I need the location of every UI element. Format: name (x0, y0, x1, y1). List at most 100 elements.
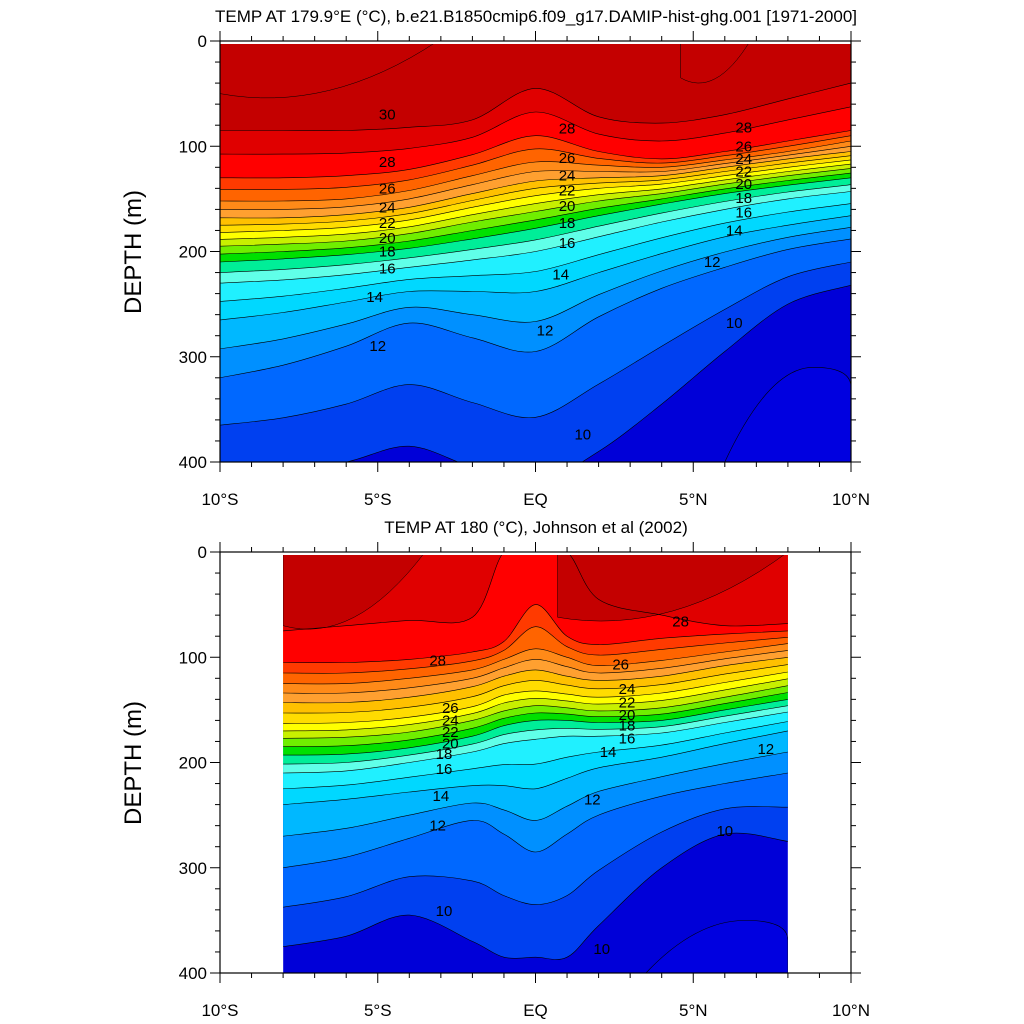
isotherm-23 (220, 155, 851, 226)
contour-label-22: 22 (735, 164, 752, 181)
y-tick-label: 300 (179, 859, 207, 878)
isotherm-22 (283, 671, 788, 724)
contour-label-20: 20 (619, 707, 636, 724)
warm-pool-1 (557, 555, 785, 622)
isotherm-15 (283, 721, 788, 790)
isotherm-30 (220, 82, 851, 132)
contour-label-10: 10 (574, 427, 591, 444)
isotherm-10 (283, 832, 788, 960)
isotherm-17 (283, 705, 788, 765)
isotherm-14 (220, 215, 851, 321)
warm-pool-0 (283, 555, 424, 630)
contour-label-26: 26 (379, 180, 396, 197)
isotherm-29 (220, 106, 851, 155)
isotherm-24 (283, 657, 788, 704)
contour-label-18: 18 (619, 718, 636, 735)
isotherm-21 (283, 678, 788, 732)
isotherm-25 (283, 650, 788, 694)
contour-label-16: 16 (379, 260, 396, 277)
contour-label-24: 24 (442, 712, 459, 729)
x-tick-label: 5°N (679, 490, 708, 509)
y-tick-label: 100 (179, 137, 207, 156)
isotherm-20 (283, 685, 788, 739)
contour-label-28: 28 (672, 613, 689, 630)
y-tick-label: 0 (198, 32, 207, 51)
contour-label-18: 18 (436, 746, 453, 763)
cold-core (724, 366, 851, 462)
contour-label-18: 18 (559, 215, 576, 232)
contour-field (283, 555, 788, 973)
contour-label-16: 16 (619, 730, 636, 747)
isotherm-21 (220, 163, 851, 240)
contour-label-24: 24 (619, 681, 636, 698)
isotherm-18 (220, 177, 851, 263)
isotherm-13 (283, 751, 788, 837)
contour-label-24: 24 (559, 168, 576, 185)
contour-label-12: 12 (704, 254, 721, 271)
contour-label-22: 22 (559, 182, 576, 199)
contour-label-18: 18 (735, 190, 752, 207)
contour-label-22: 22 (619, 695, 636, 712)
contour-label-28: 28 (735, 119, 752, 136)
y-tick-label: 200 (179, 754, 207, 773)
contour-label-24: 24 (379, 199, 396, 216)
contour-label-10: 10 (436, 903, 453, 920)
contour-label-26: 26 (612, 657, 629, 674)
warm-pool-1 (680, 44, 749, 84)
isotherm-20 (220, 168, 851, 247)
chart-title: TEMP AT 179.9°E (°C), b.e21.B1850cmip6.f… (215, 7, 857, 26)
isotherm-16 (283, 711, 788, 774)
y-tick-label: 200 (179, 243, 207, 262)
x-tick-label: 5°S (364, 1001, 392, 1020)
y-tick-label: 400 (179, 453, 207, 472)
isotherm-19 (220, 172, 851, 255)
contour-label-30: 30 (379, 107, 396, 124)
warm-pool-0 (220, 44, 434, 99)
isotherm-23 (283, 664, 788, 714)
contour-label-16: 16 (735, 205, 752, 222)
isotherm-12 (220, 238, 851, 379)
contour-label-10: 10 (716, 823, 733, 840)
contour-label-10: 10 (726, 315, 743, 332)
isotherm-15 (220, 203, 851, 302)
isotherm-12 (283, 772, 788, 869)
isotherm-24 (220, 151, 851, 219)
contour-field (220, 44, 851, 462)
isotherm-22 (220, 159, 851, 233)
contour-label-18: 18 (379, 244, 396, 261)
contour-label-16: 16 (559, 235, 576, 252)
isotherm-18 (283, 699, 788, 756)
isotherm-28 (220, 130, 851, 179)
x-tick-label: 10°N (832, 490, 870, 509)
y-axis-label: DEPTH (m) (120, 190, 147, 314)
x-tick-label: 10°N (832, 1001, 870, 1020)
contour-label-14: 14 (433, 788, 450, 805)
contour-label-14: 14 (366, 289, 383, 306)
contour-label-14: 14 (552, 267, 569, 284)
x-tick-label: 10°S (201, 490, 238, 509)
isotherm-14 (283, 730, 788, 805)
isotherm-16 (220, 191, 851, 284)
contour-label-12: 12 (757, 741, 774, 758)
x-tick-label: 5°N (679, 1001, 708, 1020)
contour-label-10: 10 (593, 941, 610, 958)
y-tick-label: 400 (179, 964, 207, 983)
isotherm-13 (220, 227, 851, 350)
contour-label-22: 22 (379, 215, 396, 232)
x-tick-label: EQ (523, 1001, 548, 1020)
x-tick-label: 10°S (201, 1001, 238, 1020)
isotherm-11 (283, 806, 788, 908)
contour-label-14: 14 (600, 744, 617, 761)
isotherm-17 (220, 184, 851, 273)
contour-label-24: 24 (735, 151, 752, 168)
y-tick-label: 300 (179, 348, 207, 367)
isotherm-25 (220, 146, 851, 210)
isotherm-19 (283, 692, 788, 747)
contour-label-26: 26 (442, 700, 459, 717)
x-tick-label: EQ (523, 490, 548, 509)
cold-core (645, 920, 788, 973)
contour-label-20: 20 (735, 176, 752, 193)
panel-bottom: TEMP AT 180 (°C), Johnson et al (2002) D… (120, 518, 870, 1020)
contour-label-14: 14 (726, 222, 743, 239)
